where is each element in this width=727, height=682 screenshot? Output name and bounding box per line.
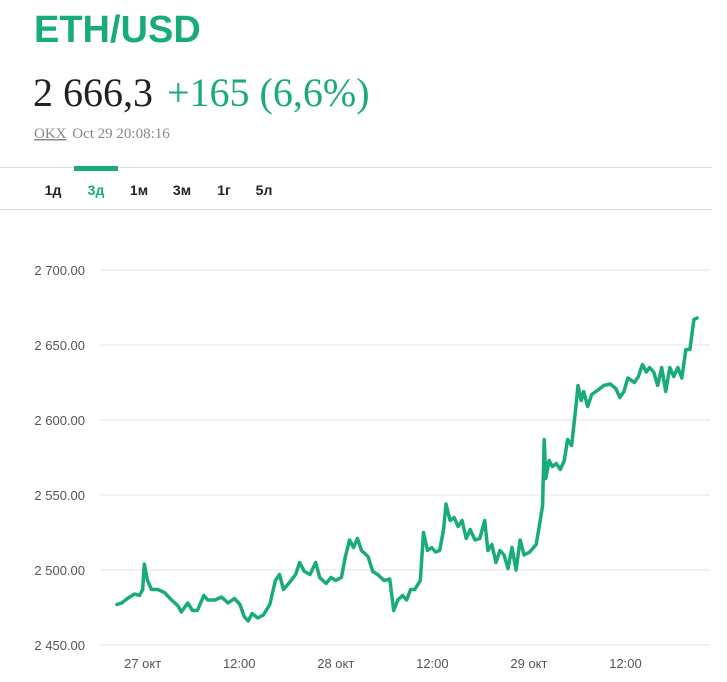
x-tick-label: 12:00 xyxy=(416,656,449,671)
price-value: 2 666,3 xyxy=(33,70,153,115)
y-tick-label: 2 500.00 xyxy=(34,563,85,578)
active-tab-bar xyxy=(74,166,118,171)
x-tick-label: 12:00 xyxy=(223,656,256,671)
y-tick-label: 2 600.00 xyxy=(34,413,85,428)
title: ETH/USD xyxy=(34,9,201,51)
timestamp: Oct 29 20:08:16 xyxy=(72,126,170,142)
y-tick-label: 2 650.00 xyxy=(34,338,85,353)
y-tick-label: 2 700.00 xyxy=(34,263,85,278)
tab[interactable]: 3м xyxy=(173,182,191,198)
x-tick-label: 12:00 xyxy=(609,656,642,671)
tab[interactable]: 1д xyxy=(45,182,62,198)
price-change: +165 (6,6%) xyxy=(167,70,370,115)
x-tick-label: 29 окт xyxy=(510,656,547,671)
x-tick-label: 27 окт xyxy=(124,656,161,671)
tab[interactable]: 1г xyxy=(217,182,231,198)
tab[interactable]: 1м xyxy=(130,182,148,198)
tab[interactable]: 3д xyxy=(88,182,105,198)
y-tick-label: 2 550.00 xyxy=(34,488,85,503)
price-line xyxy=(115,316,699,623)
y-tick-label: 2 450.00 xyxy=(34,638,85,653)
source[interactable]: OKX xyxy=(34,126,67,142)
price: 2 666,3 +165 (6,6%) xyxy=(33,70,370,115)
source-line: OKX Oct 29 20:08:16 xyxy=(34,126,170,142)
x-tick-label: 28 окт xyxy=(317,656,354,671)
tab[interactable]: 5л xyxy=(256,182,273,198)
